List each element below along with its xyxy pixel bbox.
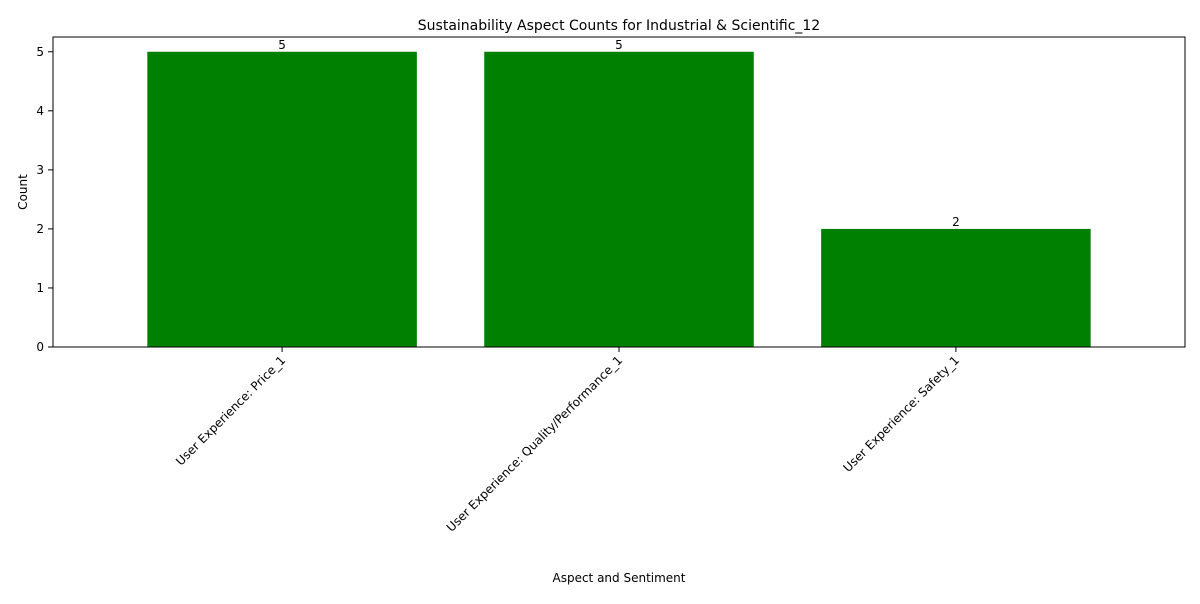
bar (484, 51, 754, 348)
data-labels-layer: 5 5 2 (278, 38, 959, 229)
x-tick-label: User Experience: Safety_1 (840, 353, 962, 475)
x-axis-label: Aspect and Sentiment (553, 571, 686, 585)
data-label: 5 (615, 38, 623, 52)
x-tick-label: User Experience: Quality/Performance_1 (444, 353, 625, 534)
y-tick-label: 3 (36, 163, 44, 177)
y-axis-label: Count (16, 174, 30, 210)
data-label: 5 (278, 38, 286, 52)
y-tick-label: 5 (36, 45, 44, 59)
y-tick-label: 0 (36, 340, 44, 354)
data-label: 2 (952, 215, 960, 229)
y-tick-label: 2 (36, 222, 44, 236)
bar (821, 228, 1091, 347)
y-tick-label: 4 (36, 104, 44, 118)
bars-layer (147, 51, 1091, 348)
y-tick-label: 1 (36, 281, 44, 295)
y-axis: 0 1 2 3 4 5 (36, 45, 53, 354)
chart-title: Sustainability Aspect Counts for Industr… (418, 18, 820, 34)
x-axis: User Experience: Price_1 User Experience:… (173, 347, 962, 535)
x-tick-label: User Experience: Price_1 (173, 353, 288, 468)
bar (147, 51, 417, 348)
